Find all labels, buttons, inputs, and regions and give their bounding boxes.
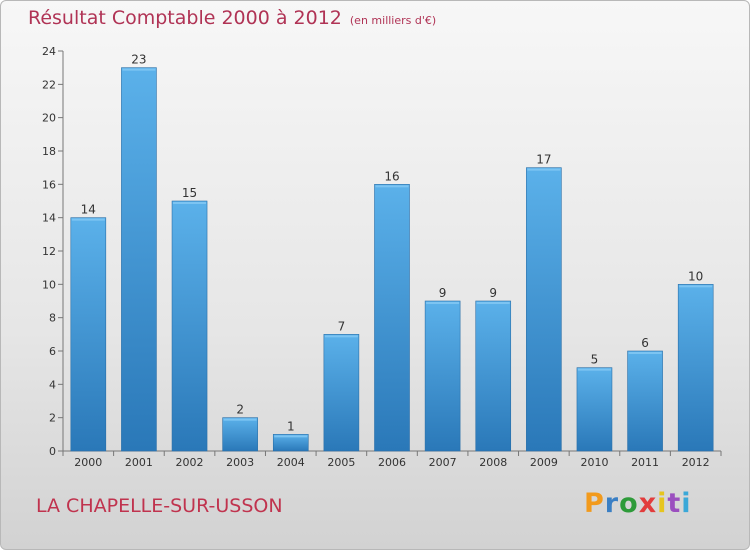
y-tick-label: 2 bbox=[49, 412, 56, 425]
bar-highlight bbox=[223, 418, 257, 421]
bar bbox=[424, 300, 461, 452]
y-tick-label: 4 bbox=[49, 378, 56, 391]
bar bbox=[272, 434, 309, 452]
logo-letter: i bbox=[681, 488, 692, 519]
bar bbox=[374, 184, 410, 452]
bar bbox=[171, 200, 208, 452]
x-tick-label: 2006 bbox=[378, 456, 406, 469]
bar-highlight bbox=[274, 435, 308, 438]
bar bbox=[677, 284, 714, 452]
x-tick-label: 2004 bbox=[277, 456, 305, 469]
data-label: 17 bbox=[536, 153, 551, 167]
data-label: 9 bbox=[489, 286, 497, 300]
data-label: 9 bbox=[439, 286, 447, 300]
x-tick-label: 2003 bbox=[226, 456, 254, 469]
y-tick-label: 10 bbox=[42, 278, 56, 291]
bar-highlight bbox=[577, 368, 611, 371]
y-tick-label: 14 bbox=[42, 212, 56, 225]
data-label: 5 bbox=[591, 353, 599, 367]
bar-highlight bbox=[122, 68, 156, 71]
x-tick-label: 2007 bbox=[429, 456, 457, 469]
data-label: 1 bbox=[287, 419, 295, 433]
bar-highlight bbox=[426, 302, 460, 304]
x-tick-label: 2010 bbox=[580, 456, 608, 469]
proxiti-logo[interactable]: Proxiti bbox=[584, 488, 692, 519]
bar bbox=[627, 350, 663, 452]
bar-highlight bbox=[476, 302, 510, 304]
x-tick-label: 2011 bbox=[631, 456, 659, 469]
y-tick-label: 20 bbox=[42, 112, 56, 125]
bar bbox=[475, 300, 512, 452]
bar-highlight bbox=[527, 168, 561, 171]
chart-bars bbox=[70, 67, 714, 452]
x-tick-label: 2000 bbox=[74, 456, 102, 469]
logo-letter: x bbox=[638, 488, 658, 519]
x-tick-label: 2008 bbox=[479, 456, 507, 469]
bar bbox=[121, 67, 157, 452]
y-tick-label: 6 bbox=[49, 345, 56, 358]
logo-letter: P bbox=[584, 488, 605, 519]
bar-highlight bbox=[173, 202, 207, 204]
x-tick-label: 2002 bbox=[176, 456, 204, 469]
data-label: 2 bbox=[236, 403, 244, 417]
y-tick-label: 8 bbox=[49, 312, 56, 325]
data-label: 14 bbox=[81, 203, 96, 217]
bar-highlight bbox=[71, 218, 105, 221]
bar bbox=[222, 417, 258, 452]
y-tick-label: 22 bbox=[42, 78, 56, 91]
y-tick-label: 16 bbox=[42, 178, 56, 191]
logo-letter: t bbox=[667, 488, 682, 519]
data-label: 10 bbox=[688, 269, 703, 283]
bar-highlight bbox=[628, 352, 662, 354]
logo-letter: i bbox=[657, 488, 668, 519]
data-label: 15 bbox=[182, 186, 197, 200]
bar bbox=[526, 167, 562, 452]
data-label: 7 bbox=[338, 319, 346, 333]
bar-highlight bbox=[679, 285, 713, 288]
chart-title-text: Résultat Comptable 2000 à 2012 bbox=[28, 7, 342, 29]
bar bbox=[70, 217, 107, 452]
bar-highlight bbox=[375, 185, 409, 188]
chart-unit: (en milliers d'€) bbox=[349, 14, 437, 27]
chart-title: Résultat Comptable 2000 à 2012 (en millie… bbox=[28, 7, 436, 29]
bar-highlight bbox=[324, 335, 358, 338]
bar bbox=[576, 367, 613, 452]
x-tick-label: 2005 bbox=[327, 456, 355, 469]
logo-letter: r bbox=[604, 488, 620, 519]
town-name: LA CHAPELLE-SUR-USSON bbox=[36, 495, 283, 517]
y-tick-label: 0 bbox=[49, 445, 56, 458]
x-tick-label: 2012 bbox=[682, 456, 710, 469]
logo-letter: o bbox=[619, 488, 639, 519]
y-tick-label: 12 bbox=[42, 245, 56, 258]
x-tick-label: 2001 bbox=[125, 456, 153, 469]
data-label: 23 bbox=[131, 53, 146, 67]
x-tick-label: 2009 bbox=[530, 456, 558, 469]
bar bbox=[323, 334, 360, 452]
data-label: 16 bbox=[384, 169, 399, 183]
y-tick-label: 18 bbox=[42, 145, 56, 158]
data-label: 6 bbox=[641, 336, 649, 350]
y-tick-label: 24 bbox=[42, 45, 56, 58]
